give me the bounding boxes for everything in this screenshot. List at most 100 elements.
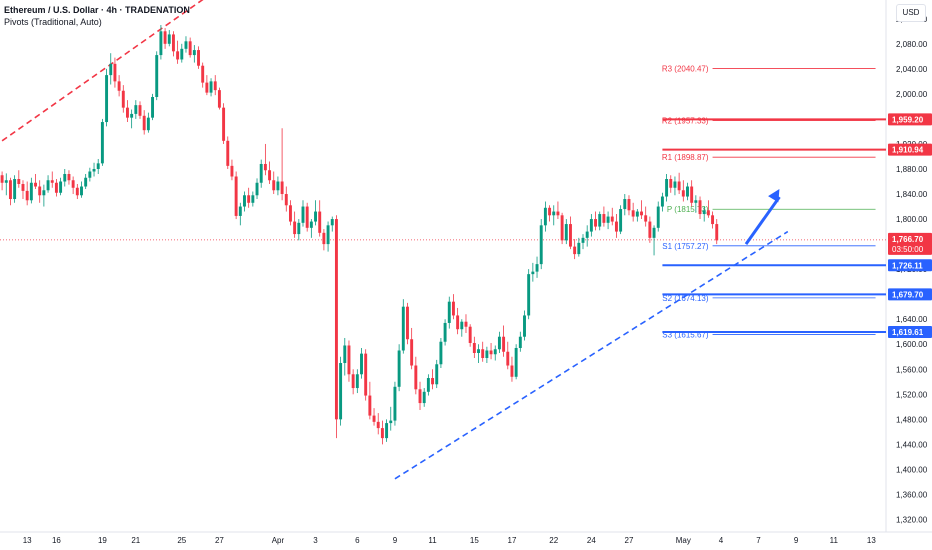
candle-body[interactable] — [648, 221, 652, 238]
candle-body[interactable] — [80, 186, 83, 196]
candle-body[interactable] — [176, 51, 180, 60]
candle-body[interactable] — [560, 215, 564, 241]
candle-body[interactable] — [640, 211, 643, 216]
candle-body[interactable] — [268, 170, 272, 181]
candle-body[interactable] — [514, 347, 518, 377]
candle-body[interactable] — [247, 195, 251, 203]
candle-body[interactable] — [284, 194, 288, 206]
candle-body[interactable] — [360, 353, 363, 375]
candle-body[interactable] — [464, 321, 468, 327]
candle-body[interactable] — [17, 179, 21, 185]
candle-body[interactable] — [46, 180, 50, 191]
candle-body[interactable] — [121, 90, 125, 108]
candle-body[interactable] — [351, 374, 355, 389]
candle-body[interactable] — [146, 117, 150, 131]
candle-body[interactable] — [477, 349, 480, 353]
candle-body[interactable] — [117, 81, 121, 91]
candle-body[interactable] — [460, 321, 464, 330]
candle-body[interactable] — [631, 210, 635, 217]
candle-body[interactable] — [314, 211, 317, 222]
candle-body[interactable] — [502, 336, 506, 352]
candle-body[interactable] — [159, 31, 163, 56]
candle-body[interactable] — [347, 345, 351, 375]
candle-body[interactable] — [589, 219, 593, 232]
candle-body[interactable] — [439, 341, 443, 365]
candle-body[interactable] — [339, 363, 343, 420]
candle-body[interactable] — [656, 206, 660, 228]
forecast-arrow-head[interactable] — [768, 189, 780, 203]
candle-body[interactable] — [573, 246, 577, 255]
candle-body[interactable] — [243, 195, 246, 207]
candle-body[interactable] — [297, 222, 301, 235]
candle-body[interactable] — [171, 34, 175, 52]
price-axis[interactable] — [886, 0, 932, 550]
candle-body[interactable] — [397, 350, 401, 387]
candle-body[interactable] — [263, 163, 267, 171]
candle-body[interactable] — [418, 389, 422, 404]
candle-body[interactable] — [8, 180, 12, 200]
candle-body[interactable] — [163, 31, 167, 44]
candle-body[interactable] — [251, 195, 255, 203]
candle-body[interactable] — [113, 63, 117, 82]
candle-body[interactable] — [259, 163, 263, 183]
candle-body[interactable] — [138, 105, 142, 116]
candle-body[interactable] — [426, 378, 430, 392]
candle-body[interactable] — [510, 365, 514, 377]
symbol-title[interactable]: Ethereum / U.S. Dollar · 4h · TRADENATIO… — [4, 5, 190, 15]
candle-body[interactable] — [506, 351, 510, 366]
candle-body[interactable] — [644, 215, 648, 222]
candle-body[interactable] — [694, 200, 698, 203]
candle-body[interactable] — [518, 336, 522, 348]
candle-body[interactable] — [109, 63, 113, 76]
candle-body[interactable] — [184, 41, 188, 49]
candle-body[interactable] — [665, 179, 669, 197]
candle-body[interactable] — [552, 211, 556, 216]
candle-body[interactable] — [569, 224, 572, 247]
candle-body[interactable] — [468, 326, 472, 343]
candle-body[interactable] — [673, 181, 677, 188]
candle-body[interactable] — [322, 232, 326, 245]
candle-body[interactable] — [75, 187, 79, 196]
candle-body[interactable] — [414, 365, 418, 390]
candle-body[interactable] — [548, 207, 552, 216]
candle-body[interactable] — [25, 190, 29, 201]
candle-body[interactable] — [393, 386, 397, 421]
candle-body[interactable] — [234, 176, 238, 216]
candle-body[interactable] — [669, 179, 673, 188]
candle-body[interactable] — [385, 423, 389, 439]
candle-body[interactable] — [205, 82, 209, 93]
candle-body[interactable] — [334, 219, 338, 420]
candle-body[interactable] — [410, 339, 414, 366]
candle-body[interactable] — [167, 34, 171, 44]
candle-body[interactable] — [556, 211, 560, 216]
currency-button[interactable]: USD — [896, 4, 926, 22]
candle-body[interactable] — [447, 301, 451, 323]
candle-body[interactable] — [715, 224, 719, 241]
candle-body[interactable] — [690, 186, 694, 203]
candle-body[interactable] — [238, 206, 242, 216]
candle-body[interactable] — [681, 190, 685, 197]
candle-body[interactable] — [288, 205, 292, 222]
candle-body[interactable] — [635, 211, 639, 217]
candle-body[interactable] — [217, 90, 221, 108]
candle-body[interactable] — [59, 181, 63, 193]
trendline-descending-resistance[interactable] — [1, 0, 211, 142]
candle-body[interactable] — [192, 50, 196, 56]
candle-body[interactable] — [222, 107, 226, 141]
candle-body[interactable] — [13, 179, 17, 200]
candle-body[interactable] — [435, 364, 439, 385]
candle-body[interactable] — [92, 168, 96, 172]
candle-body[interactable] — [481, 349, 485, 359]
candle-body[interactable] — [21, 184, 25, 191]
candle-body[interactable] — [96, 163, 100, 169]
candle-body[interactable] — [155, 55, 159, 98]
candle-body[interactable] — [376, 421, 380, 429]
candle-body[interactable] — [213, 81, 217, 91]
candle-body[interactable] — [623, 199, 627, 210]
candle-body[interactable] — [151, 97, 155, 118]
candle-body[interactable] — [29, 182, 33, 201]
candle-body[interactable] — [38, 186, 42, 196]
candle-body[interactable] — [527, 274, 531, 316]
candle-body[interactable] — [627, 199, 631, 211]
candle-body[interactable] — [364, 353, 368, 396]
